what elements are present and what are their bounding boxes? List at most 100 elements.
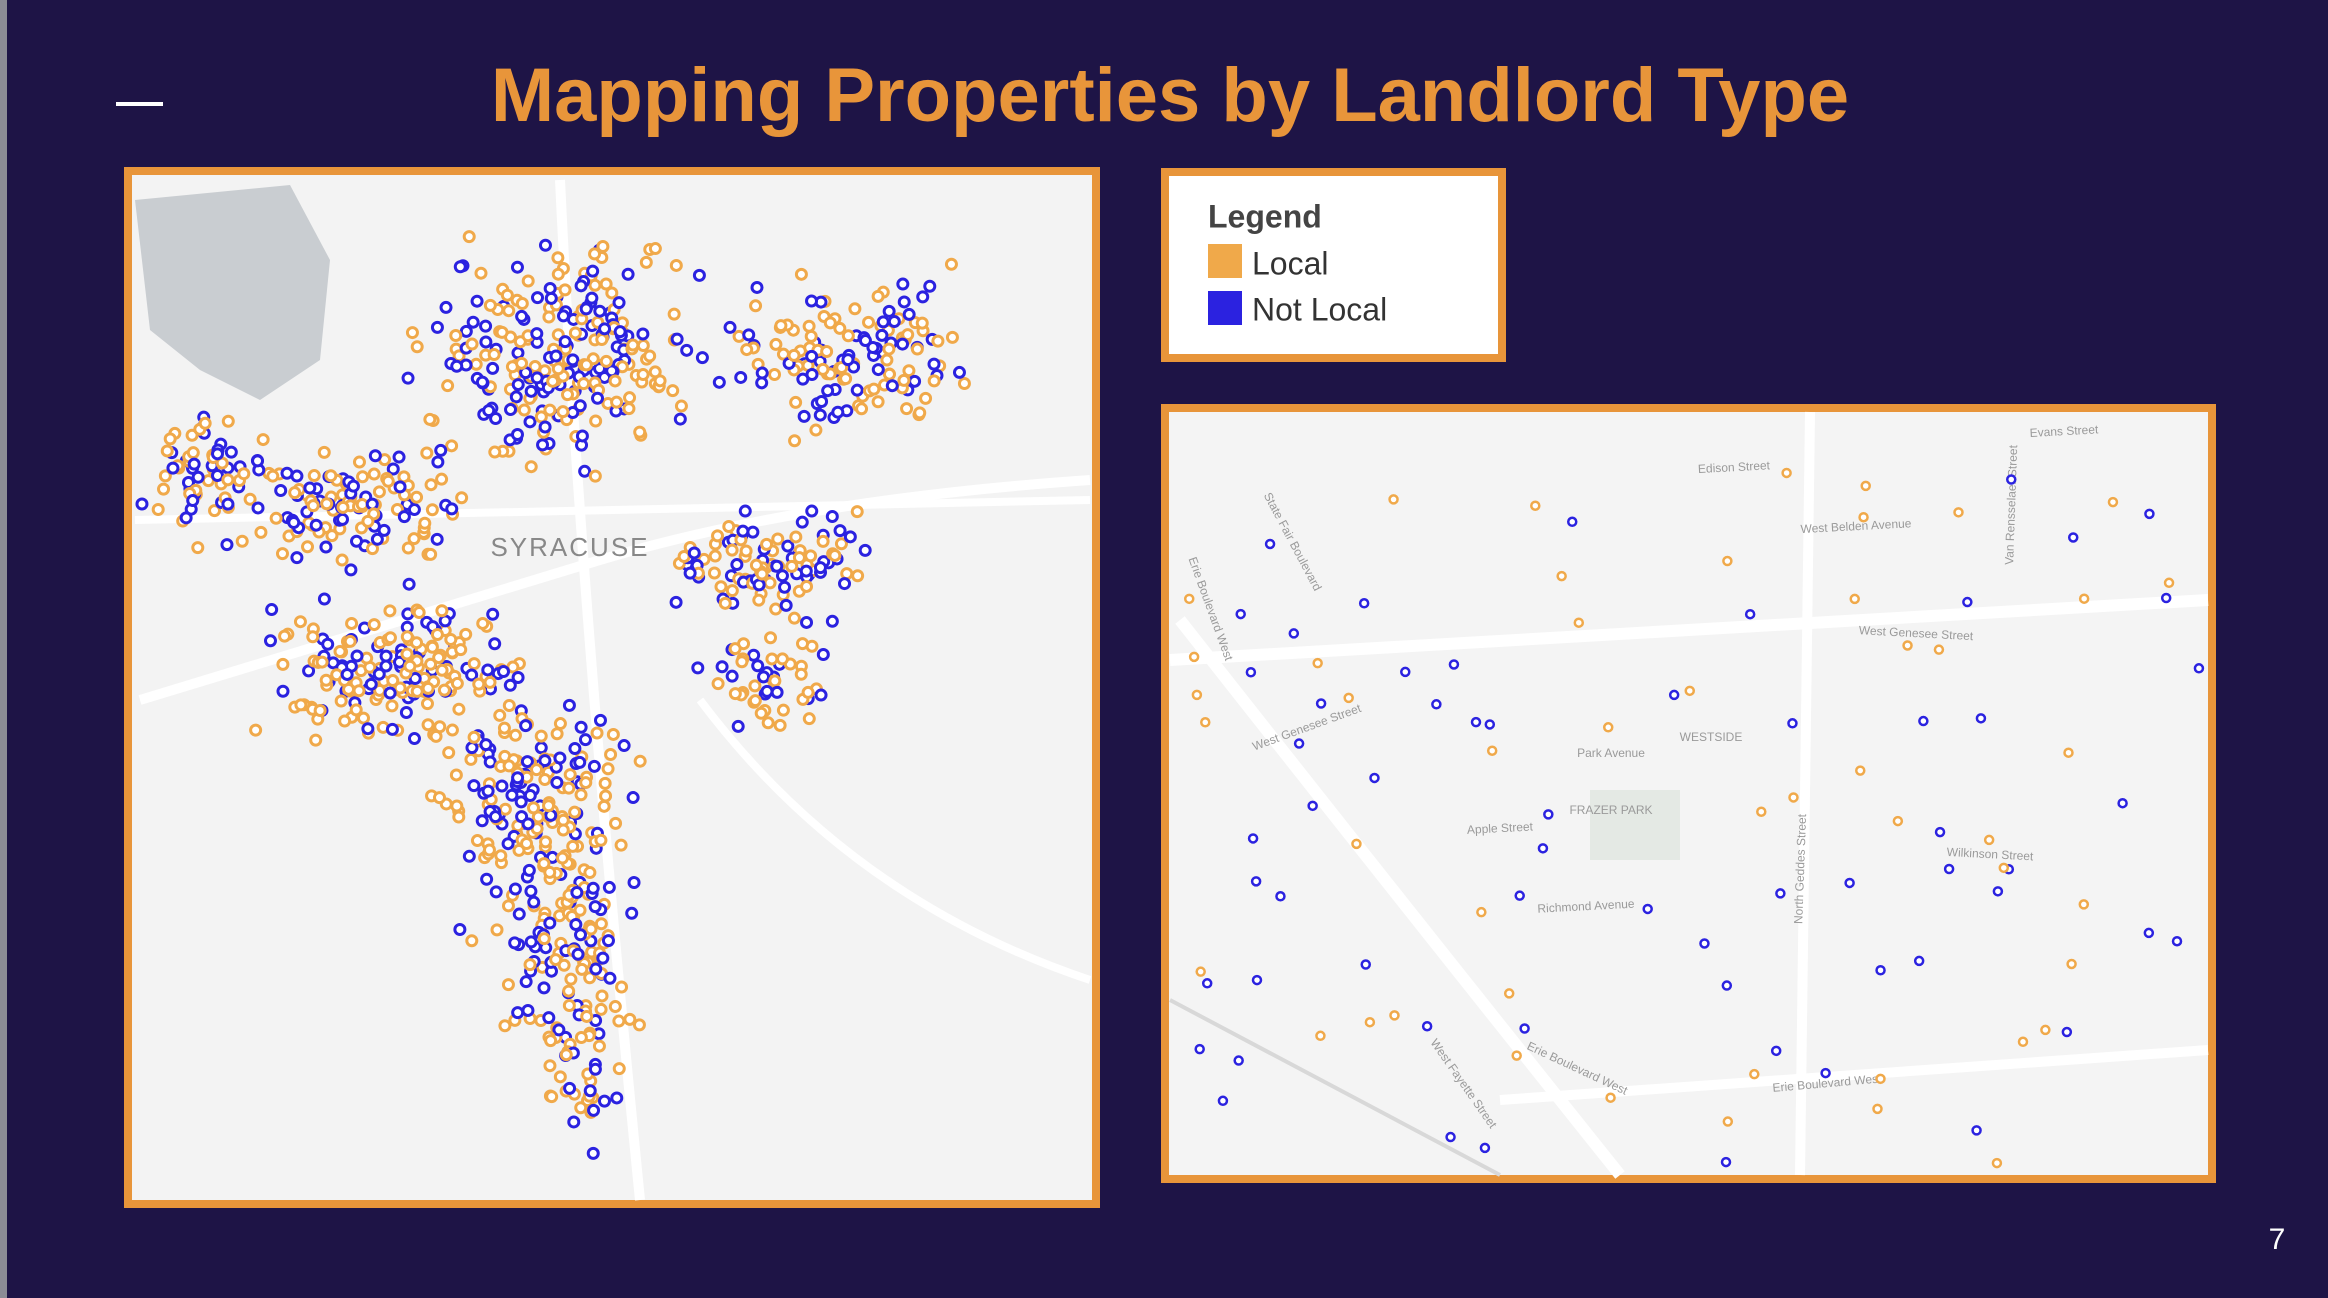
property-dot — [385, 722, 399, 736]
property-dot — [324, 469, 338, 483]
property-dot — [795, 515, 809, 529]
property-dot — [405, 326, 419, 340]
property-dot — [606, 727, 620, 741]
property-dot — [1315, 1030, 1326, 1042]
property-dot — [265, 603, 279, 617]
left-map: SYRACUSE — [134, 179, 1092, 1201]
property-dot — [522, 863, 536, 877]
legend-label: Local — [1252, 245, 1329, 281]
property-dot — [191, 470, 205, 484]
property-dot — [843, 530, 857, 544]
property-dot — [336, 512, 350, 526]
property-dot — [186, 446, 200, 460]
property-dot — [840, 567, 854, 581]
property-dot — [553, 717, 567, 731]
property-dot — [510, 260, 524, 274]
property-dot — [562, 999, 576, 1013]
property-dot — [850, 505, 864, 519]
property-dot — [778, 580, 792, 594]
property-dot — [814, 688, 828, 702]
property-dot — [495, 325, 509, 339]
property-dot — [559, 1048, 573, 1062]
property-dot — [495, 779, 509, 793]
property-dot — [383, 631, 397, 645]
property-dot — [276, 684, 290, 698]
road — [1169, 594, 2209, 666]
property-dot — [501, 978, 515, 992]
property-dot — [475, 375, 489, 389]
property-dot — [307, 469, 321, 483]
property-dot — [683, 566, 697, 580]
property-dot — [617, 739, 631, 753]
property-dot — [524, 935, 538, 949]
property-dot — [804, 549, 818, 563]
property-dot — [163, 432, 177, 446]
property-dot — [1191, 689, 1203, 701]
property-dot — [403, 659, 417, 673]
property-dot — [334, 694, 348, 708]
property-dot — [1389, 1010, 1400, 1021]
property-dot — [769, 337, 783, 351]
property-dot — [715, 660, 729, 674]
property-dot — [538, 772, 552, 786]
property-dot — [764, 631, 778, 645]
street-label: Evans Street — [2029, 422, 2099, 440]
property-dot — [450, 799, 464, 813]
property-dot — [584, 922, 598, 936]
property-dot — [435, 604, 449, 618]
property-dot — [343, 634, 357, 648]
street-label: FRAZER PARK — [1569, 803, 1652, 817]
property-dot — [568, 326, 582, 340]
property-dot — [523, 415, 537, 429]
property-dot — [466, 315, 480, 329]
park — [1590, 790, 1680, 860]
property-dot — [566, 839, 580, 853]
lake — [135, 185, 330, 400]
legend-label: Not Local — [1252, 291, 1387, 327]
property-dot — [799, 564, 813, 578]
property-dot — [585, 291, 599, 305]
property-dot — [186, 494, 200, 508]
property-dot — [251, 501, 265, 515]
property-dot — [158, 469, 172, 483]
property-dot — [537, 857, 551, 871]
property-dot — [1902, 640, 1913, 651]
property-dot — [2066, 958, 2077, 970]
property-dot — [538, 238, 552, 252]
property-dot — [754, 706, 768, 720]
property-dot — [467, 657, 481, 671]
property-dot — [453, 260, 467, 274]
legend-swatch — [1208, 291, 1242, 325]
property-dot — [1860, 480, 1871, 492]
property-dot — [648, 242, 662, 256]
property-dot — [653, 374, 667, 388]
property-dot — [770, 559, 784, 573]
property-dot — [523, 958, 537, 972]
property-dot — [424, 657, 438, 671]
property-dot — [1247, 833, 1259, 844]
property-dot — [578, 733, 592, 747]
property-dot — [738, 504, 752, 518]
property-dot — [1421, 1020, 1433, 1032]
property-dot — [855, 402, 869, 416]
property-dot — [1543, 809, 1554, 820]
property-dot — [902, 364, 916, 378]
property-dot — [542, 799, 556, 813]
property-dot — [441, 379, 455, 393]
property-dot — [1892, 815, 1904, 827]
map-label: SYRACUSE — [490, 532, 649, 562]
property-dot — [574, 788, 588, 802]
property-dot — [749, 299, 763, 313]
property-dot — [797, 409, 811, 423]
property-dot — [459, 324, 473, 338]
property-dot — [1486, 745, 1498, 756]
property-dot — [583, 1084, 597, 1098]
property-dot — [432, 651, 446, 665]
property-dot — [610, 395, 624, 409]
property-dot — [503, 678, 517, 692]
property-dot — [198, 416, 212, 430]
property-dot — [669, 258, 683, 272]
property-dot — [2143, 927, 2155, 939]
property-dot — [562, 984, 576, 998]
property-dot — [430, 532, 444, 546]
